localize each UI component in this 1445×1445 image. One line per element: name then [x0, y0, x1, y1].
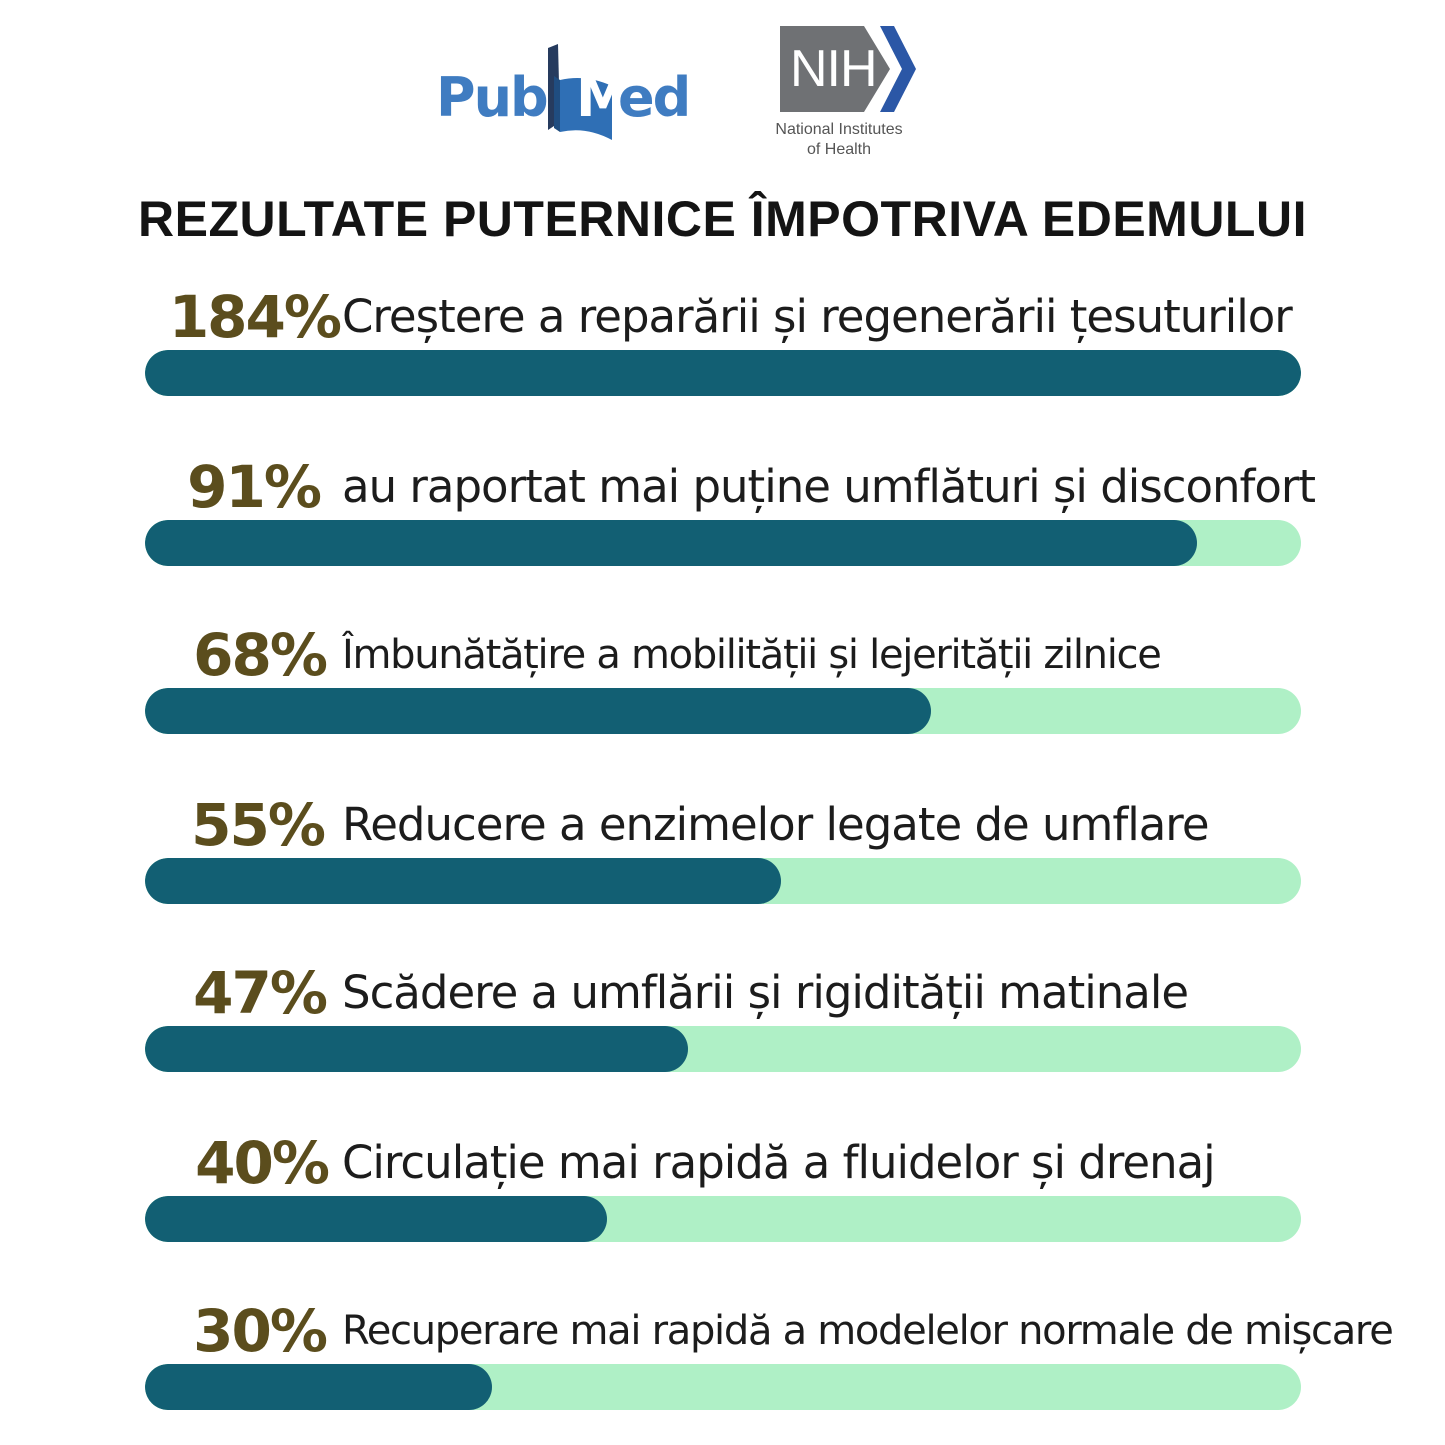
nih-logo-box: NIH — [780, 26, 890, 112]
chart-title: REZULTATE PUTERNICE ÎMPOTRIVA EDEMULUI — [138, 191, 1307, 247]
bar-percent-label: 30% — [193, 1297, 328, 1365]
bar-row: 55% Reducere a enzimelor legate de umflar… — [0, 790, 1445, 930]
nih-caption-line1: National Institutes — [775, 121, 903, 138]
bar-track — [145, 1364, 1301, 1410]
bar-fill — [145, 1196, 607, 1242]
bar-row: 40% Circulație mai rapidă a fluidelor și … — [0, 1128, 1445, 1268]
bar-percent-label: 68% — [193, 621, 328, 689]
bar-track — [145, 1026, 1301, 1072]
bar-category-label: Circulație mai rapidă a fluidelor și dre… — [342, 1136, 1216, 1189]
nih-caption: National Institutes of Health — [760, 120, 918, 160]
bar-track — [145, 520, 1301, 566]
svg-text:M: M — [576, 66, 628, 129]
bar-row: 91% au raportat mai puține umflături și d… — [0, 452, 1445, 592]
bar-row: 68% Îmbunătățire a mobilității și lejerit… — [0, 620, 1445, 760]
bar-fill — [145, 520, 1197, 566]
bar-category-label: Creștere a reparării și regenerării țesu… — [342, 290, 1293, 343]
bar-category-label: Recuperare mai rapidă a modelelor normal… — [342, 1308, 1394, 1354]
nih-caption-line2: of Health — [806, 141, 872, 158]
bar-category-label: Îmbunătățire a mobilității și lejerități… — [342, 632, 1162, 678]
bar-percent-label: 55% — [191, 791, 326, 859]
bar-percent-label: 184% — [168, 283, 342, 351]
bar-fill — [145, 858, 781, 904]
logos-header: Pub M ed NIH National Institutes of Heal… — [0, 0, 1445, 180]
bar-track — [145, 1196, 1301, 1242]
bar-fill — [145, 688, 931, 734]
pubmed-logo-text-pub: Pub — [436, 66, 547, 129]
pubmed-logo-text-ed: ed — [618, 66, 689, 129]
bar-category-label: Scădere a umflării și rigidității matina… — [342, 966, 1189, 1019]
bar-percent-label: 47% — [193, 959, 328, 1027]
bar-row: 30% Recuperare mai rapidă a modelelor nor… — [0, 1296, 1445, 1436]
bar-track — [145, 688, 1301, 734]
pubmed-logo: Pub M ed — [436, 44, 691, 140]
bar-category-label: Reducere a enzimelor legate de umflare — [342, 798, 1210, 851]
bar-percent-label: 40% — [195, 1129, 330, 1197]
bar-track — [145, 858, 1301, 904]
nih-logo: NIH National Institutes of Health — [760, 26, 930, 166]
bar-track — [145, 350, 1301, 396]
bar-fill — [145, 350, 1301, 396]
nih-chevron-icon — [864, 26, 916, 112]
bar-fill — [145, 1026, 688, 1072]
bar-fill — [145, 1364, 492, 1410]
bar-row: 47% Scădere a umflării și rigidității mat… — [0, 958, 1445, 1098]
bar-category-label: au raportat mai puține umflături și disc… — [342, 460, 1316, 513]
bar-percent-label: 91% — [187, 453, 322, 521]
bar-row: 184% Creștere a reparării și regenerării … — [0, 282, 1445, 422]
